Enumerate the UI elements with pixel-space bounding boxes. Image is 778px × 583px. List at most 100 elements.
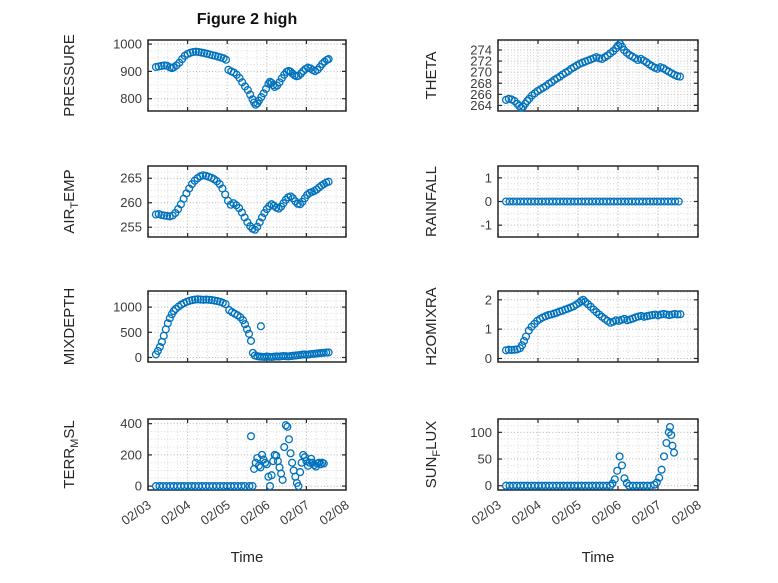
data-point [294,71,303,80]
data-point [613,466,622,475]
data-point [286,449,295,458]
data-point [579,295,588,304]
y-tick-label: 1000 [113,37,142,52]
subplot-PRESSURE: 800 900 1000 PRESSURE [61,34,347,117]
data-point [257,213,267,222]
y-axis-label: TERRMSL [61,420,81,488]
data-point [250,98,259,107]
data-point [160,211,169,220]
data-point [657,465,666,474]
data-point [191,47,200,56]
tick-marks [147,291,347,362]
data-point [671,197,680,206]
data-point [296,69,305,78]
data-point [305,458,314,467]
data-point [204,295,214,304]
subplot-MIXDEPTH: 0 500 1000 MIXDEPTH [61,288,347,365]
x-axis-label-left: Time [230,549,264,566]
data-point [272,451,281,460]
y-tick-label: 100 [470,425,492,440]
x-tick-label: 02/06 [588,497,623,528]
x-tick-label: 02/04 [158,497,193,528]
tick-marks [497,291,699,362]
y-tick-label: 0 [135,479,142,494]
data-point [248,482,257,491]
data-point [243,85,252,95]
y-axis-label: H2OMIXRA [423,287,440,365]
data-point [254,461,263,470]
data-point [659,452,669,461]
data-point [646,481,655,490]
data-point [196,295,205,304]
data-point [288,458,297,467]
data-point [264,79,273,88]
data-point [163,319,172,328]
data-point [652,478,661,487]
data-point [245,482,254,491]
data-point [165,314,174,323]
y-axis-label: PRESSURE [61,34,78,117]
data-point [665,422,675,432]
data-point [246,90,255,99]
y-tick-label: 268 [470,76,492,91]
data-series [501,39,685,112]
data-series [501,197,683,206]
x-tick-label: 02/05 [198,497,233,528]
data-point [650,480,659,489]
data-point [655,473,664,482]
x-tick-label: 02/07 [628,497,663,528]
y-axis-label: THETA [423,51,440,99]
tick-marks [497,166,699,237]
y-tick-label: 800 [120,91,142,106]
data-point [315,458,324,467]
y-tick-label: 200 [120,447,142,462]
data-point [676,310,685,319]
x-tick-label: 02/08 [668,497,703,528]
axes-box [497,418,699,491]
y-tick-label: 255 [120,220,142,235]
data-point [296,468,305,477]
data-point [278,475,287,484]
x-tick-label: 02/08 [316,497,351,528]
data-point [259,89,268,98]
y-axis-label: RAINFALL [423,166,440,237]
data-series [151,295,333,362]
data-point [244,329,254,338]
data-point [280,443,289,452]
data-point [318,59,327,69]
data-point [610,475,619,484]
data-point [284,435,294,444]
data-point [237,482,246,491]
data-point [519,336,529,345]
data-point [667,430,676,440]
y-tick-label: 264 [470,98,492,113]
data-point [256,322,265,331]
tick-marks [147,40,347,111]
subplot-AIR_TEMP: 255 260 265 AIRTEMP [61,165,347,238]
x-tick-label: 02/05 [548,497,583,528]
y-tick-label: 1000 [113,300,142,315]
data-series [501,295,685,355]
figure-title: Figure 2 high [196,11,298,28]
data-point [240,482,250,491]
axes-box [147,165,347,238]
data-series [151,47,333,109]
data-point [286,192,295,201]
y-tick-label: 274 [470,42,492,57]
y-axis-label: SUNFLUX [423,421,443,489]
data-point [617,461,627,470]
subplot-H2OMIXRA: 0 1 2 H2OMIXRA [423,287,699,366]
axes-box [147,39,347,112]
x-tick-label: 02/03 [468,497,503,528]
data-point [517,341,527,350]
axes-box [497,290,699,363]
data-point [169,307,178,316]
data-point [504,345,513,354]
data-point [620,474,629,483]
data-series [501,422,679,490]
data-point [191,295,200,304]
data-point [246,336,256,345]
